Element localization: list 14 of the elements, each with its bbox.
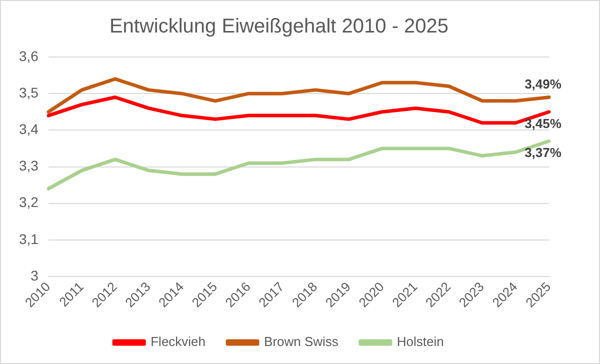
- data-label: 3,45%: [524, 116, 562, 131]
- y-tick-label: 3,5: [18, 84, 39, 100]
- data-label: 3,49%: [524, 76, 562, 92]
- legend-label: Holstein: [396, 334, 444, 350]
- y-tick-label: 3: [30, 267, 39, 284]
- y-tick-label: 3,6: [18, 48, 39, 64]
- chart-title: Entwicklung Eiweißgehalt 2010 - 2025: [109, 16, 449, 38]
- data-label: 3,37%: [524, 145, 562, 160]
- y-tick-label: 3,3: [18, 158, 39, 174]
- legend-label: Brown Swiss: [264, 334, 339, 350]
- y-tick-label: 3,1: [18, 230, 39, 247]
- y-tick-label: 3,4: [18, 121, 39, 138]
- y-tick-label: 3,2: [18, 194, 39, 210]
- legend-label: Fleckvieh: [150, 334, 206, 350]
